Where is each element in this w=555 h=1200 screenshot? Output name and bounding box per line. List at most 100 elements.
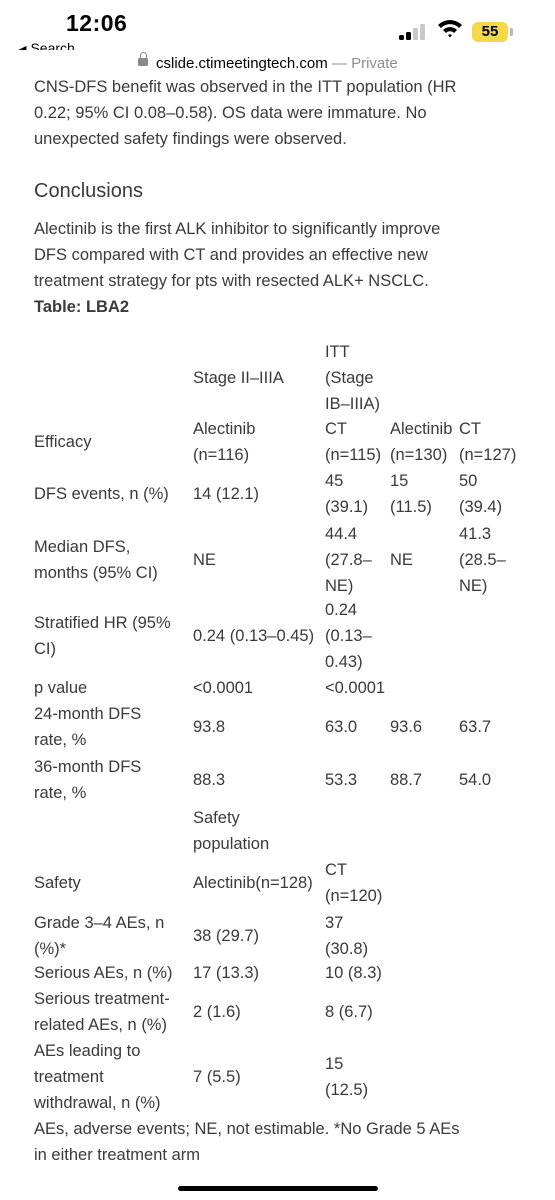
serious-tr-label-1: Serious treatment-	[34, 990, 170, 1008]
stratified-hr-c1-2: (0.13–	[325, 627, 372, 645]
stratified-hr-label: Stratified HR (95% CI)	[34, 610, 171, 662]
col-ct-1-n: (n=115)	[325, 446, 382, 464]
safety-a1: Alectinib(n=128)	[193, 874, 313, 892]
serious-label: Serious AEs, n (%)	[34, 964, 173, 982]
col-ct-1: CT (n=115)	[325, 416, 381, 468]
safety-c1-1: CT	[325, 861, 347, 879]
battery-icon: 55	[472, 22, 508, 42]
dfs24-c2: 63.7	[459, 718, 492, 736]
safety-population-line-1: Safety	[193, 809, 240, 827]
col-alectinib-1: Alectinib (n=116)	[193, 416, 255, 468]
median-dfs-a1: NE	[193, 551, 216, 569]
median-dfs-c1: 44.4 (27.8– NE)	[325, 521, 372, 599]
withdrawal-c1-2: (12.5)	[325, 1081, 369, 1099]
median-dfs-c1-3: NE)	[325, 577, 354, 595]
safety-population-line-2: population	[193, 835, 270, 853]
conclusions-line-1: Alectinib is the first ALK inhibitor to …	[34, 220, 441, 238]
safety-label: Safety	[34, 874, 81, 892]
conclusions-heading: Conclusions	[34, 180, 143, 202]
results-line-1: CNS-DFS benefit was observed in the ITT …	[34, 78, 457, 96]
address-bar[interactable]: cslide.ctimeetingtech.com — Private	[0, 50, 555, 80]
dfs-events-label: DFS events, n (%)	[34, 485, 169, 503]
serious-tr-label-2: related AEs, n (%)	[34, 1016, 167, 1034]
col-alectinib-1-name: Alectinib	[193, 420, 256, 438]
dfs36-c1: 53.3	[325, 771, 358, 789]
median-dfs-c2-3: NE)	[459, 577, 488, 595]
dfs36-a2: 88.7	[390, 771, 423, 789]
dfs-events-c2-n: 50	[459, 472, 478, 490]
serious-tr-c1: 8 (6.7)	[325, 1003, 373, 1021]
withdrawal-label-1: AEs leading to	[34, 1042, 141, 1060]
stratified-hr-label-1: Stratified HR (95%	[34, 614, 171, 632]
grade34-c1-1: 37	[325, 914, 344, 932]
dfs-events-c2: 50 (39.4)	[459, 468, 502, 520]
dfs-events-c2-pct: (39.4)	[459, 498, 503, 516]
efficacy-label: Efficacy	[34, 433, 92, 451]
dfs-events-a2-pct: (11.5)	[390, 498, 432, 516]
safety-population-header: Safety population	[193, 805, 269, 857]
stratified-hr-c1: 0.24 (0.13– 0.43)	[325, 597, 372, 675]
dfs36-label-1: 36-month DFS	[34, 758, 142, 776]
dfs24-label: 24-month DFS rate, %	[34, 701, 141, 753]
dfs36-a1: 88.3	[193, 771, 226, 789]
withdrawal-label-2: treatment	[34, 1068, 104, 1086]
median-dfs-c2-2: (28.5–	[459, 551, 506, 569]
grade34-label: Grade 3–4 AEs, n (%)*	[34, 910, 164, 962]
itt-line-3: IB–IIIA)	[325, 395, 381, 413]
dfs-events-a2: 15 (11.5)	[390, 468, 432, 520]
url-domain: cslide.ctimeetingtech.com	[156, 55, 328, 72]
itt-header: ITT (Stage IB–IIIA)	[325, 339, 380, 417]
dfs24-label-2: rate, %	[34, 731, 87, 749]
itt-line-1: ITT	[325, 343, 350, 361]
stratified-hr-a1: 0.24 (0.13–0.45)	[193, 627, 315, 645]
stratified-hr-label-2: CI)	[34, 640, 56, 658]
p-value-a1: <0.0001	[193, 679, 254, 697]
cellular-signal-icon	[399, 22, 429, 40]
results-line-3: unexpected safety findings were observed…	[34, 130, 347, 148]
dfs24-a2: 93.6	[390, 718, 423, 736]
status-time: 12:06	[66, 10, 128, 36]
col-alectinib-2-name: Alectinib	[390, 420, 453, 438]
safety-c1-2: (n=120)	[325, 887, 383, 905]
serious-tr-label: Serious treatment- related AEs, n (%)	[34, 986, 170, 1038]
col-alectinib-2-n: (n=130)	[390, 446, 448, 464]
stage-header: Stage II–IIIA	[193, 369, 284, 387]
home-indicator[interactable]	[178, 1186, 378, 1191]
median-dfs-label: Median DFS, months (95% CI)	[34, 534, 158, 586]
col-alectinib-2: Alectinib (n=130)	[390, 416, 452, 468]
results-line-2: 0.22; 95% CI 0.08–0.58). OS data were im…	[34, 104, 427, 122]
col-ct-1-name: CT	[325, 420, 347, 438]
withdrawal-label-3: withdrawal, n (%)	[34, 1094, 161, 1112]
col-ct-2: CT (n=127)	[459, 416, 516, 468]
withdrawal-a1: 7 (5.5)	[193, 1068, 241, 1086]
serious-c1: 10 (8.3)	[325, 964, 382, 982]
dfs36-c2: 54.0	[459, 771, 492, 789]
grade34-c1: 37 (30.8)	[325, 910, 368, 962]
withdrawal-c1-1: 15	[325, 1055, 344, 1073]
itt-line-2: (Stage	[325, 369, 374, 387]
grade34-label-2: (%)*	[34, 940, 67, 958]
stratified-hr-c1-3: 0.43)	[325, 653, 363, 671]
conclusions-line-2: DFS compared with CT and provides an eff…	[34, 246, 428, 264]
stratified-hr-c1-1: 0.24	[325, 601, 358, 619]
median-dfs-c2-1: 41.3	[459, 525, 492, 543]
median-dfs-c1-2: (27.8–	[325, 551, 372, 569]
grade34-label-1: Grade 3–4 AEs, n	[34, 914, 165, 932]
dfs-events-c1-pct: (39.1)	[325, 498, 369, 516]
median-dfs-a2: NE	[390, 551, 413, 569]
private-label: — Private	[331, 55, 398, 72]
col-alectinib-1-n: (n=116)	[193, 446, 250, 464]
wifi-icon	[438, 20, 462, 38]
grade34-c1-2: (30.8)	[325, 940, 369, 958]
withdrawal-c1: 15 (12.5)	[325, 1051, 368, 1103]
footnote-line-1: AEs, adverse events; NE, not estimable. …	[34, 1120, 460, 1138]
serious-a1: 17 (13.3)	[193, 964, 260, 982]
dfs36-label: 36-month DFS rate, %	[34, 754, 141, 806]
dfs-events-a2-n: 15	[390, 472, 409, 490]
url-text: cslide.ctimeetingtech.com — Private	[156, 55, 398, 72]
dfs24-a1: 93.8	[193, 718, 226, 736]
serious-tr-a1: 2 (1.6)	[193, 1003, 241, 1021]
median-dfs-c2: 41.3 (28.5– NE)	[459, 521, 506, 599]
median-dfs-label-1: Median DFS,	[34, 538, 131, 556]
dfs24-label-1: 24-month DFS	[34, 705, 142, 723]
